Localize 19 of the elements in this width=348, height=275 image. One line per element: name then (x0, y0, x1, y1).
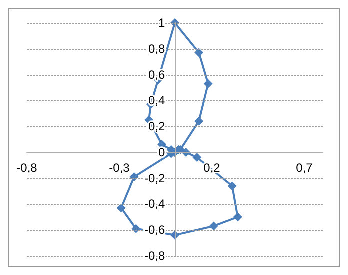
x-tick-label: -0,8 (16, 160, 38, 175)
x-tick-label: 0,7 (296, 160, 314, 175)
x-tick-label: -0,3 (109, 160, 130, 175)
point (194, 48, 204, 58)
y-tick-label: -0,4 (144, 197, 166, 212)
y-tick-label: -0,8 (144, 249, 166, 263)
y-tick-label: 1 (158, 16, 166, 30)
point (209, 222, 218, 231)
y-tick-label: 0 (158, 145, 166, 160)
y-tick-label: 0,8 (148, 42, 166, 56)
point (194, 116, 204, 126)
point (233, 212, 242, 222)
point (130, 172, 139, 182)
point (228, 182, 237, 191)
point (132, 224, 141, 234)
point (204, 79, 213, 88)
point (116, 204, 126, 213)
y-tick-label: -0,2 (144, 171, 166, 186)
point (192, 153, 202, 162)
